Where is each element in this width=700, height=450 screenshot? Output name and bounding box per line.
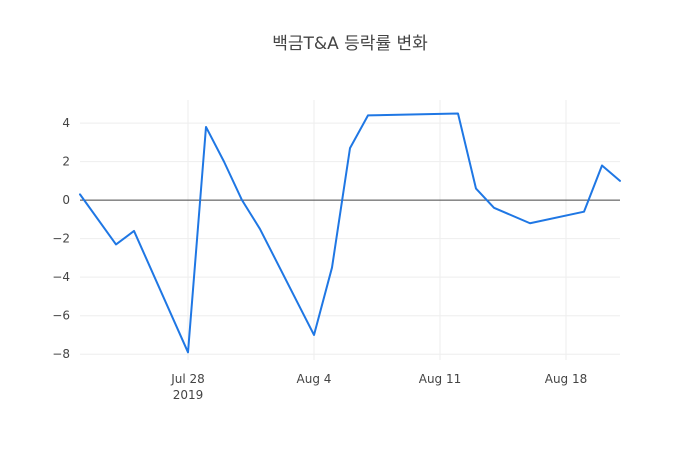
y-tick-label: 2 bbox=[62, 155, 70, 169]
series-layer bbox=[79, 112, 621, 354]
series-line-0 bbox=[79, 112, 621, 354]
x-tick-label: Aug 4 bbox=[297, 372, 332, 386]
y-axis-ticks: 4 2 0 −2 −4 −6 −8 bbox=[52, 116, 70, 361]
chart-title: 백금T&A 등락률 변화 bbox=[272, 34, 428, 54]
x-axis-ticks: Jul 28 2019 Aug 4 Aug 11 Aug 18 bbox=[170, 372, 587, 402]
x-tick-sublabel: 2019 bbox=[173, 388, 204, 402]
x-tick-label: Aug 18 bbox=[545, 372, 588, 386]
y-tick-label: −8 bbox=[52, 347, 70, 361]
y-tick-label: −4 bbox=[52, 270, 70, 284]
x-tick-label: Aug 11 bbox=[419, 372, 462, 386]
y-tick-label: 0 bbox=[62, 193, 70, 207]
y-tick-label: −2 bbox=[52, 232, 70, 246]
y-tick-label: 4 bbox=[62, 116, 70, 130]
x-tick-label: Jul 28 bbox=[170, 372, 205, 386]
y-tick-label: −6 bbox=[52, 309, 70, 323]
grid-layer bbox=[80, 100, 620, 360]
